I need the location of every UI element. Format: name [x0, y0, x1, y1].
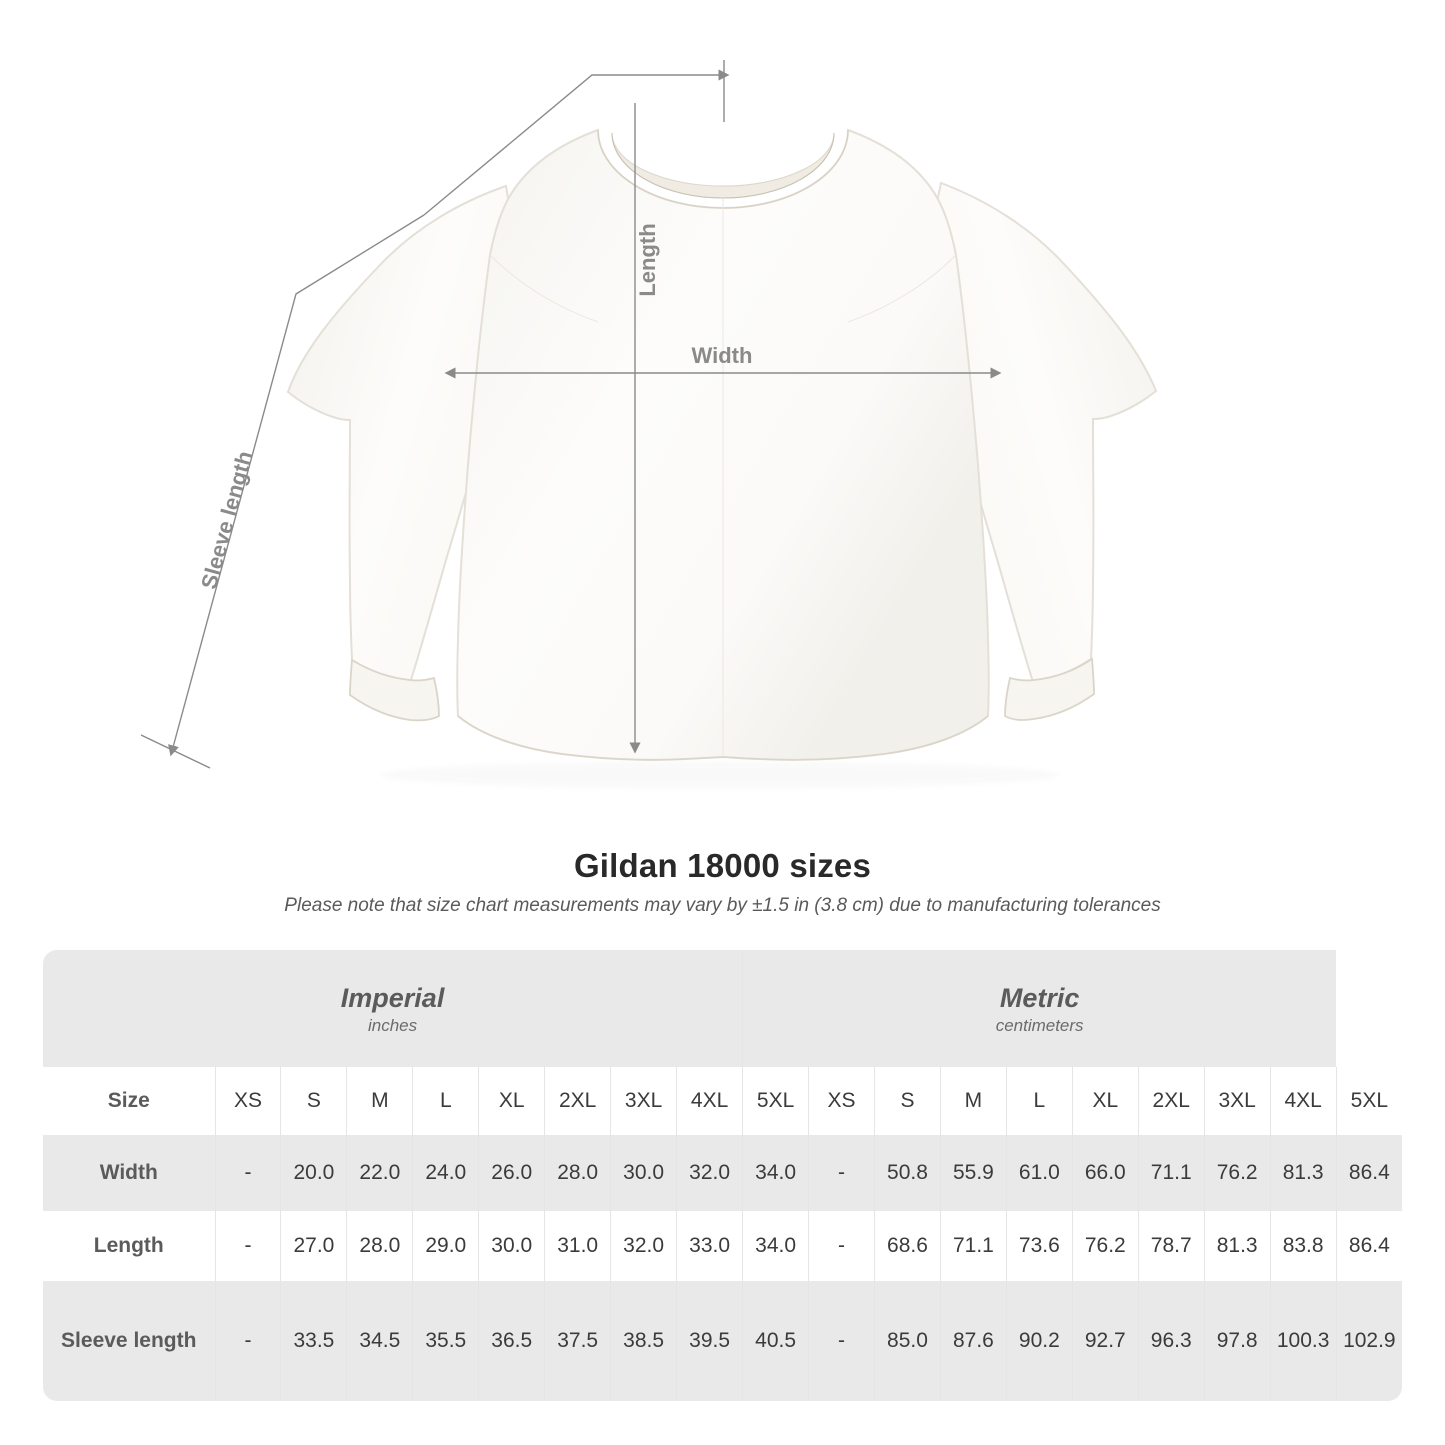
svg-text:Width: Width [692, 343, 753, 368]
svg-text:Sleeve length: Sleeve length [196, 448, 257, 591]
svg-text:Length: Length [635, 223, 660, 296]
